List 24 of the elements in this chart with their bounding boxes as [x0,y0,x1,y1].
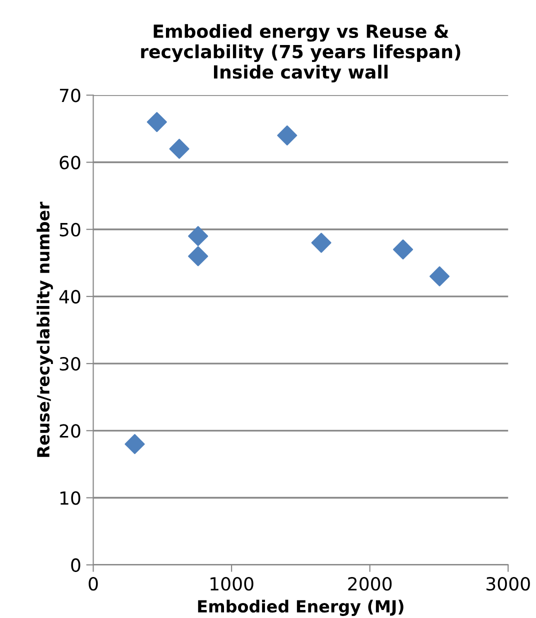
point [188,226,208,246]
point [124,434,145,454]
y-tick-label: 20 [60,424,80,438]
y-tick-label: 60 [60,156,80,170]
y-axis-title: Reuse/recyclability number [36,202,53,457]
y-tick-label: 0 [71,558,80,572]
x-tick-label: 3000 [486,576,530,591]
x-tick-label: 0 [88,576,98,591]
y-tick-label: 50 [60,222,80,236]
x-tick-label: 2000 [348,576,392,591]
y-tick-label: 40 [59,290,80,304]
point [393,239,414,260]
y-tick-label: 70 [60,88,80,102]
point [277,125,298,146]
point [169,138,190,159]
point [430,266,450,286]
point [188,246,208,266]
point [311,232,332,253]
x-tick-label: 1000 [210,576,254,591]
y-tick-label: 10 [60,491,80,505]
y-tick-label: 30 [60,357,80,371]
point [146,112,167,132]
chart-title: Embodied energy vs Reuse & recyclability (75 years lifespan) Inside cavity wall [141,24,460,82]
x-axis-title: Embodied Energy (MJ) [198,600,404,616]
